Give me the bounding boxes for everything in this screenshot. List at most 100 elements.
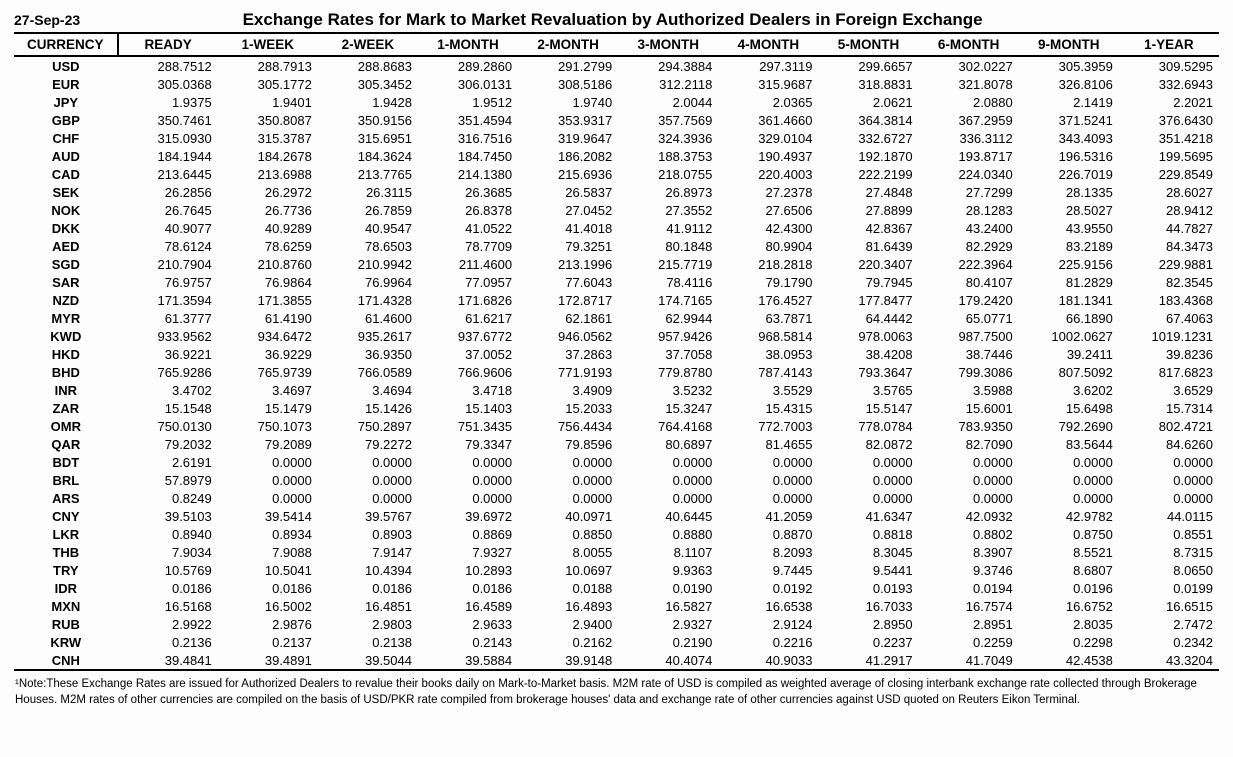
currency-code: CAD — [14, 165, 118, 183]
currency-code: TRY — [14, 561, 118, 579]
rate-cell: 77.0957 — [418, 273, 518, 291]
currency-code: CHF — [14, 129, 118, 147]
rate-cell: 184.1944 — [118, 147, 218, 165]
rate-cell: 79.8596 — [518, 435, 618, 453]
rate-cell: 226.7019 — [1019, 165, 1119, 183]
rate-cell: 353.9317 — [518, 111, 618, 129]
rate-cell: 0.0000 — [1019, 471, 1119, 489]
col-2-week: 2-WEEK — [318, 34, 418, 56]
rate-cell: 8.1107 — [618, 543, 718, 561]
currency-code: BDT — [14, 453, 118, 471]
rate-cell: 38.7446 — [919, 345, 1019, 363]
rate-cell: 343.4093 — [1019, 129, 1119, 147]
rate-cell: 288.7913 — [218, 56, 318, 75]
rate-cell: 171.3855 — [218, 291, 318, 309]
col-1-month: 1-MONTH — [418, 34, 518, 56]
rate-cell: 9.5441 — [818, 561, 918, 579]
rate-cell: 16.6752 — [1019, 597, 1119, 615]
currency-code: RUB — [14, 615, 118, 633]
rate-cell: 40.4074 — [618, 651, 718, 670]
table-row: INR3.47023.46973.46943.47183.49093.52323… — [14, 381, 1219, 399]
rate-cell: 37.0052 — [418, 345, 518, 363]
table-row: BRL57.89790.00000.00000.00000.00000.0000… — [14, 471, 1219, 489]
rate-cell: 211.4600 — [418, 255, 518, 273]
rate-cell: 26.2856 — [118, 183, 218, 201]
rate-cell: 766.9606 — [418, 363, 518, 381]
rate-cell: 350.8087 — [218, 111, 318, 129]
rate-cell: 44.0115 — [1119, 507, 1219, 525]
rate-cell: 0.0000 — [1119, 471, 1219, 489]
rate-cell: 935.2617 — [318, 327, 418, 345]
rate-cell: 40.9077 — [118, 219, 218, 237]
table-row: THB7.90347.90887.91477.93278.00558.11078… — [14, 543, 1219, 561]
table-row: AED78.612478.625978.650378.770979.325180… — [14, 237, 1219, 255]
rate-cell: 0.0000 — [418, 471, 518, 489]
rate-cell: 8.0650 — [1119, 561, 1219, 579]
rate-cell: 315.0930 — [118, 129, 218, 147]
table-row: MXN16.516816.500216.485116.458916.489316… — [14, 597, 1219, 615]
rate-cell: 172.8717 — [518, 291, 618, 309]
rate-cell: 210.9942 — [318, 255, 418, 273]
col-2-month: 2-MONTH — [518, 34, 618, 56]
rate-cell: 229.9881 — [1119, 255, 1219, 273]
rate-cell: 39.8236 — [1119, 345, 1219, 363]
rate-cell: 190.4937 — [718, 147, 818, 165]
rate-cell: 0.2237 — [818, 633, 918, 651]
rate-cell: 0.8903 — [318, 525, 418, 543]
rate-cell: 81.2829 — [1019, 273, 1119, 291]
currency-code: INR — [14, 381, 118, 399]
rate-cell: 308.5186 — [518, 75, 618, 93]
table-row: GBP350.7461350.8087350.9156351.4594353.9… — [14, 111, 1219, 129]
rate-cell: 0.0192 — [718, 579, 818, 597]
rate-cell: 2.9876 — [218, 615, 318, 633]
col-4-month: 4-MONTH — [718, 34, 818, 56]
table-row: USD288.7512288.7913288.8683289.2860291.2… — [14, 56, 1219, 75]
rate-cell: 82.0872 — [818, 435, 918, 453]
rate-cell: 0.0194 — [919, 579, 1019, 597]
rate-cell: 27.7299 — [919, 183, 1019, 201]
col-3-month: 3-MONTH — [618, 34, 718, 56]
rate-cell: 40.9547 — [318, 219, 418, 237]
rate-cell: 3.4718 — [418, 381, 518, 399]
rate-cell: 787.4143 — [718, 363, 818, 381]
rate-cell: 28.5027 — [1019, 201, 1119, 219]
rate-cell: 64.4442 — [818, 309, 918, 327]
rate-cell: 44.7827 — [1119, 219, 1219, 237]
rate-cell: 0.2298 — [1019, 633, 1119, 651]
rate-cell: 357.7569 — [618, 111, 718, 129]
rate-cell: 79.2089 — [218, 435, 318, 453]
header-bar: 27-Sep-23 Exchange Rates for Mark to Mar… — [14, 10, 1219, 34]
rate-cell: 0.0190 — [618, 579, 718, 597]
rate-cell: 220.4003 — [718, 165, 818, 183]
rate-cell: 28.1283 — [919, 201, 1019, 219]
rate-cell: 321.8078 — [919, 75, 1019, 93]
rate-cell: 82.3545 — [1119, 273, 1219, 291]
rate-cell: 946.0562 — [518, 327, 618, 345]
rate-cell: 177.8477 — [818, 291, 918, 309]
rate-cell: 968.5814 — [718, 327, 818, 345]
rate-cell: 41.2059 — [718, 507, 818, 525]
rate-cell: 222.2199 — [818, 165, 918, 183]
rate-cell: 361.4660 — [718, 111, 818, 129]
rate-cell: 1.9512 — [418, 93, 518, 111]
rate-cell: 42.8367 — [818, 219, 918, 237]
rate-cell: 8.7315 — [1119, 543, 1219, 561]
rate-cell: 2.0621 — [818, 93, 918, 111]
rate-cell: 371.5241 — [1019, 111, 1119, 129]
rate-cell: 288.7512 — [118, 56, 218, 75]
rate-cell: 184.7450 — [418, 147, 518, 165]
rate-cell: 81.6439 — [818, 237, 918, 255]
rate-cell: 294.3884 — [618, 56, 718, 75]
table-row: SEK26.285626.297226.311526.368526.583726… — [14, 183, 1219, 201]
rate-cell: 36.9350 — [318, 345, 418, 363]
rate-cell: 0.0000 — [518, 453, 618, 471]
rate-cell: 229.8549 — [1119, 165, 1219, 183]
rate-cell: 220.3407 — [818, 255, 918, 273]
rate-cell: 978.0063 — [818, 327, 918, 345]
rate-cell: 9.3746 — [919, 561, 1019, 579]
report-date: 27-Sep-23 — [14, 12, 96, 28]
rate-cell: 83.2189 — [1019, 237, 1119, 255]
rate-cell: 817.6823 — [1119, 363, 1219, 381]
rate-cell: 0.8802 — [919, 525, 1019, 543]
rate-cell: 3.4909 — [518, 381, 618, 399]
